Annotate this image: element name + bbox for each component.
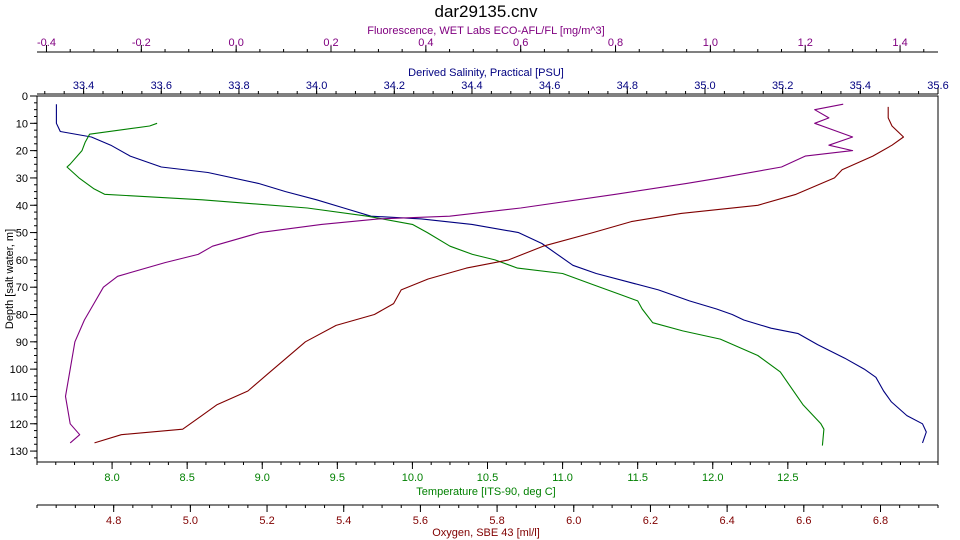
fluorescence-tick-label: 1.2 bbox=[798, 37, 813, 49]
depth-tick-label: 70 bbox=[16, 282, 28, 294]
oxygen-tick-label: 5.2 bbox=[259, 515, 274, 527]
salinity-tick-label: 35.6 bbox=[927, 80, 948, 92]
depth-tick-label: 20 bbox=[16, 146, 28, 158]
oxygen-axis: Oxygen, SBE 43 [ml/l] 4.8 5.0 5.2 5.4 5.6 5.8… bbox=[36, 504, 939, 539]
depth-axis-title: Depth [salt water, m] bbox=[4, 229, 16, 329]
temperature-tick-label: 11.0 bbox=[552, 472, 573, 484]
oxygen-tick-label: 6.8 bbox=[873, 515, 888, 527]
salinity-tick-label: 34.2 bbox=[384, 80, 405, 92]
oxygen-axis-title: Oxygen, SBE 43 [ml/l] bbox=[432, 527, 540, 539]
fluorescence-tick-label: 1.4 bbox=[892, 37, 907, 49]
oxygen-tick-label: 6.6 bbox=[796, 515, 811, 527]
fluorescence-axis-title: Fluorescence, WET Labs ECO-AFL/FL [mg/m^… bbox=[367, 25, 604, 37]
salinity-tick-label: 35.4 bbox=[850, 80, 871, 92]
depth-tick-label: 60 bbox=[16, 255, 28, 267]
salinity-tick-label: 33.8 bbox=[228, 80, 249, 92]
oxygen-tick-label: 4.8 bbox=[106, 515, 121, 527]
salinity-axis: Derived Salinity, Practical [PSU] 33.4 33… bbox=[37, 67, 949, 95]
fluorescence-axis: Fluorescence, WET Labs ECO-AFL/FL [mg/m^… bbox=[37, 25, 938, 53]
temperature-profile-line bbox=[66, 122, 825, 446]
salinity-tick-label: 35.2 bbox=[772, 80, 793, 92]
fluorescence-tick-label: 0.6 bbox=[513, 37, 528, 49]
temperature-tick-label: 12.5 bbox=[777, 472, 798, 484]
depth-tick-label: 90 bbox=[16, 337, 28, 349]
temperature-tick-label: 9.5 bbox=[330, 472, 345, 484]
chart-title: dar29135.cnv bbox=[434, 2, 538, 21]
oxygen-profile-line bbox=[94, 106, 905, 444]
depth-tick-label: 40 bbox=[16, 200, 28, 212]
temperature-axis-title: Temperature [ITS-90, deg C] bbox=[416, 486, 555, 498]
fluorescence-tick-label: -0.4 bbox=[37, 37, 56, 49]
temperature-tick-label: 8.0 bbox=[104, 472, 119, 484]
temperature-tick-label: 10.0 bbox=[402, 472, 423, 484]
oxygen-tick-label: 6.4 bbox=[719, 515, 734, 527]
fluorescence-tick-label: 0.0 bbox=[229, 37, 244, 49]
oxygen-tick-label: 5.4 bbox=[336, 515, 351, 527]
depth-tick-label: 110 bbox=[10, 391, 28, 403]
temperature-tick-label: 8.5 bbox=[180, 472, 195, 484]
plot-area bbox=[36, 95, 939, 463]
fluorescence-profile-line bbox=[64, 103, 854, 444]
salinity-tick-label: 34.8 bbox=[617, 80, 638, 92]
fluorescence-tick-label: 0.2 bbox=[323, 37, 338, 49]
fluorescence-tick-label: 1.0 bbox=[703, 37, 718, 49]
temperature-tick-label: 11.5 bbox=[627, 472, 648, 484]
temperature-axis: Temperature [ITS-90, deg C] 8.0 8.5 9.0 9.5… bbox=[36, 462, 939, 498]
plot-frame bbox=[36, 95, 939, 463]
fluorescence-tick-label: 0.4 bbox=[418, 37, 433, 49]
salinity-tick-label: 34.4 bbox=[461, 80, 482, 92]
oxygen-tick-label: 5.0 bbox=[183, 515, 198, 527]
salinity-profile-line bbox=[55, 104, 927, 444]
salinity-tick-label: 35.0 bbox=[694, 80, 715, 92]
depth-tick-label: 120 bbox=[10, 419, 28, 431]
fluorescence-tick-label: -0.2 bbox=[132, 37, 151, 49]
depth-tick-label: 80 bbox=[16, 310, 28, 322]
fluorescence-tick-label: 0.8 bbox=[608, 37, 623, 49]
salinity-tick-label: 33.6 bbox=[151, 80, 172, 92]
temperature-tick-label: 9.0 bbox=[255, 472, 270, 484]
depth-tick-label: 10 bbox=[16, 118, 28, 130]
depth-tick-label: 130 bbox=[10, 446, 28, 458]
salinity-tick-label: 34.6 bbox=[539, 80, 560, 92]
oxygen-tick-label: 5.6 bbox=[413, 515, 428, 527]
depth-tick-label: 100 bbox=[10, 364, 28, 376]
salinity-axis-title: Derived Salinity, Practical [PSU] bbox=[408, 67, 564, 79]
temperature-tick-label: 10.5 bbox=[477, 472, 498, 484]
oxygen-tick-label: 5.8 bbox=[489, 515, 504, 527]
salinity-tick-label: 34.0 bbox=[306, 80, 327, 92]
salinity-tick-label: 33.4 bbox=[73, 80, 94, 92]
oxygen-tick-label: 6.2 bbox=[643, 515, 658, 527]
temperature-tick-label: 12.0 bbox=[702, 472, 723, 484]
depth-axis: Depth [salt water, m] 0 10 20 30 40 50 60 70 80 9… bbox=[4, 91, 37, 459]
depth-tick-label: 50 bbox=[16, 228, 28, 240]
depth-tick-label: 0 bbox=[22, 91, 28, 103]
depth-tick-label: 30 bbox=[16, 173, 28, 185]
oxygen-tick-label: 6.0 bbox=[566, 515, 581, 527]
